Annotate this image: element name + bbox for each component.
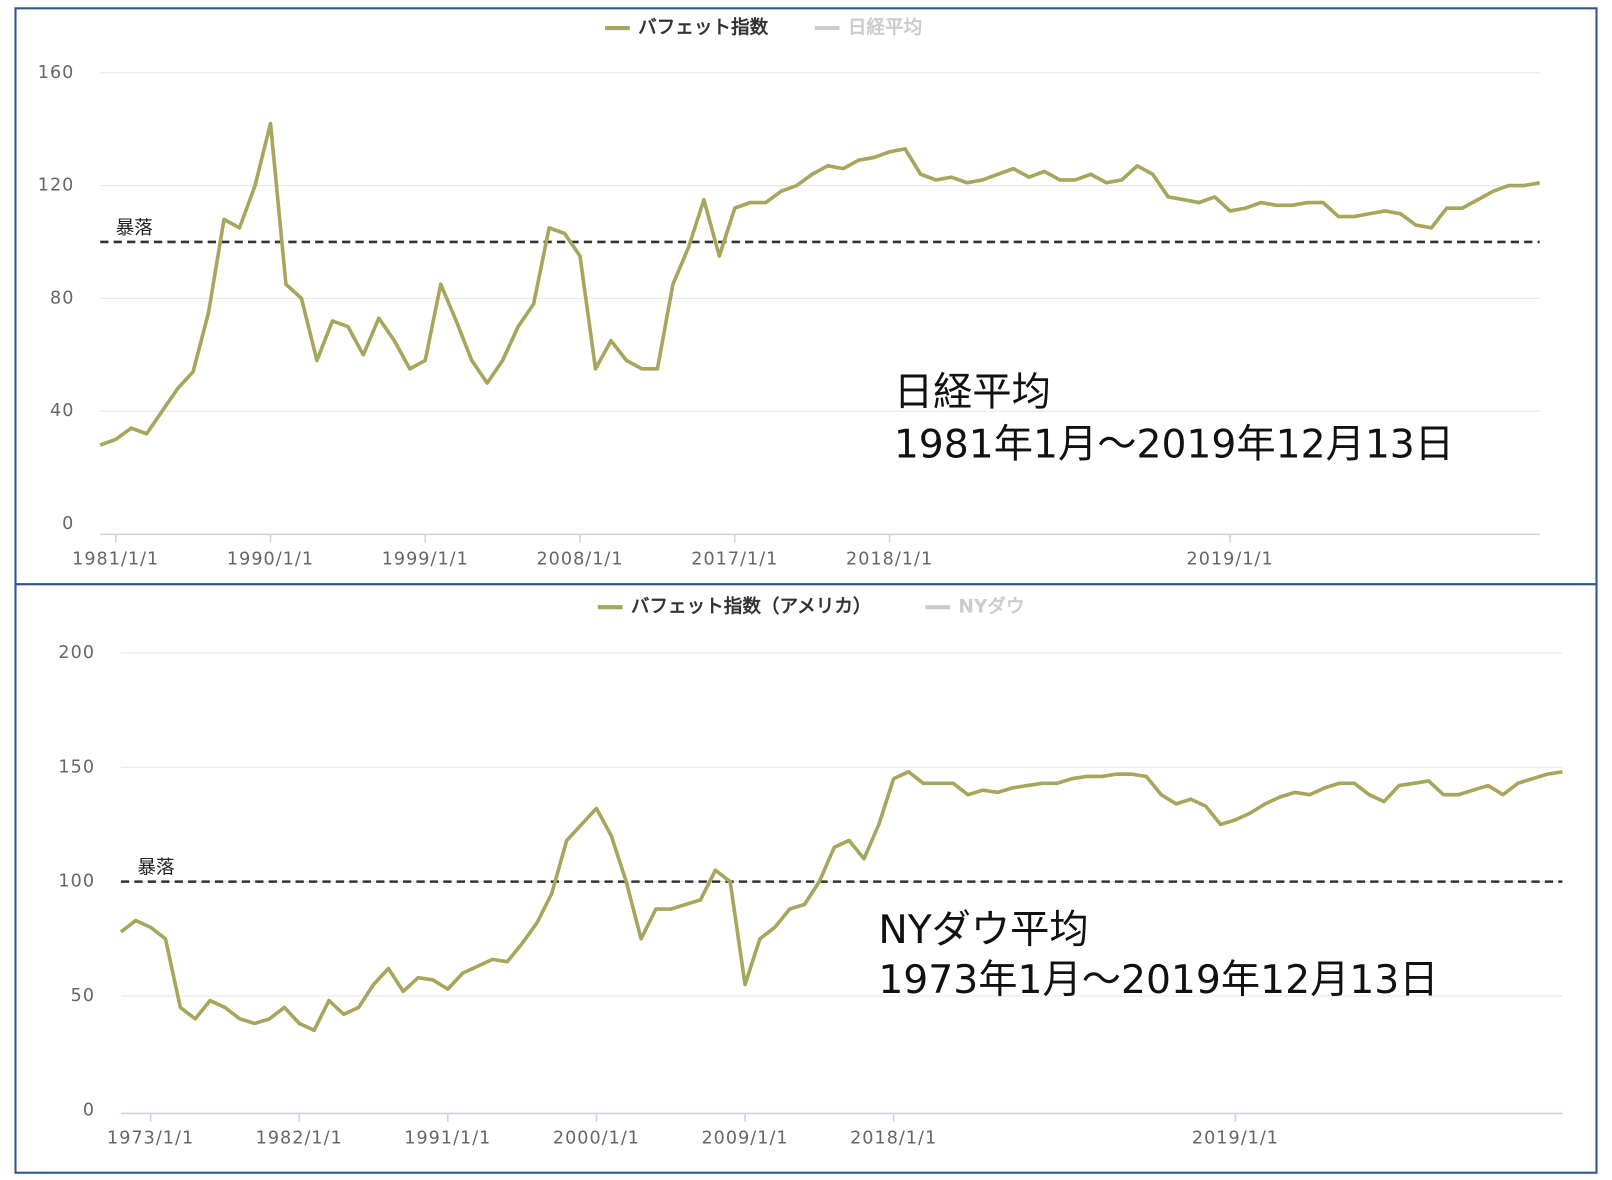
- x-tick-label: 2009/1/1: [701, 1128, 788, 1148]
- x-tick-label: 1999/1/1: [382, 549, 469, 569]
- x-tick-label: 1990/1/1: [227, 549, 314, 569]
- y-tick-label: 100: [58, 872, 95, 892]
- x-tick-label: 2008/1/1: [536, 549, 623, 569]
- x-tick-label: 1981/1/1: [72, 549, 159, 569]
- y-tick-label: 80: [50, 288, 74, 308]
- annotation: NYダウ平均: [878, 907, 1088, 953]
- reference-label: 暴落: [137, 858, 175, 879]
- y-tick-label: 120: [38, 176, 75, 196]
- x-tick-label: 2019/1/1: [1187, 549, 1274, 569]
- y-tick-label: 200: [58, 643, 95, 663]
- x-tick-label: 1982/1/1: [256, 1128, 343, 1148]
- series-line: [119, 770, 1563, 1033]
- x-tick-label: 2018/1/1: [846, 549, 933, 569]
- x-tick-label: 2017/1/1: [691, 549, 778, 569]
- x-tick-label: 1991/1/1: [404, 1128, 491, 1148]
- legend-label: バフェット指数: [638, 17, 768, 39]
- y-tick-label: 150: [58, 757, 95, 777]
- panel-frame: [14, 583, 1598, 1174]
- x-tick-label: 2019/1/1: [1192, 1128, 1279, 1148]
- y-tick-label: 160: [38, 63, 75, 83]
- panel-frame: [14, 7, 1598, 586]
- y-tick-label: 0: [62, 514, 74, 534]
- x-tick-label: 2018/1/1: [850, 1128, 937, 1148]
- y-tick-label: 0: [83, 1100, 95, 1120]
- x-tick-label: 1973/1/1: [107, 1128, 194, 1148]
- annotation: 日経平均: [894, 369, 1051, 415]
- legend-label: 日経平均: [848, 17, 922, 39]
- annotation: 1973年1月～2019年12月13日: [878, 957, 1438, 1003]
- legend-label: NYダウ: [958, 596, 1024, 618]
- x-tick-label: 2000/1/1: [553, 1128, 640, 1148]
- legend-label: バフェット指数（アメリカ）: [631, 596, 872, 618]
- y-tick-label: 40: [50, 401, 74, 421]
- reference-label: 暴落: [116, 218, 154, 239]
- annotation: 1981年1月～2019年12月13日: [894, 421, 1454, 467]
- series-line: [99, 121, 1540, 447]
- y-tick-label: 50: [71, 986, 95, 1006]
